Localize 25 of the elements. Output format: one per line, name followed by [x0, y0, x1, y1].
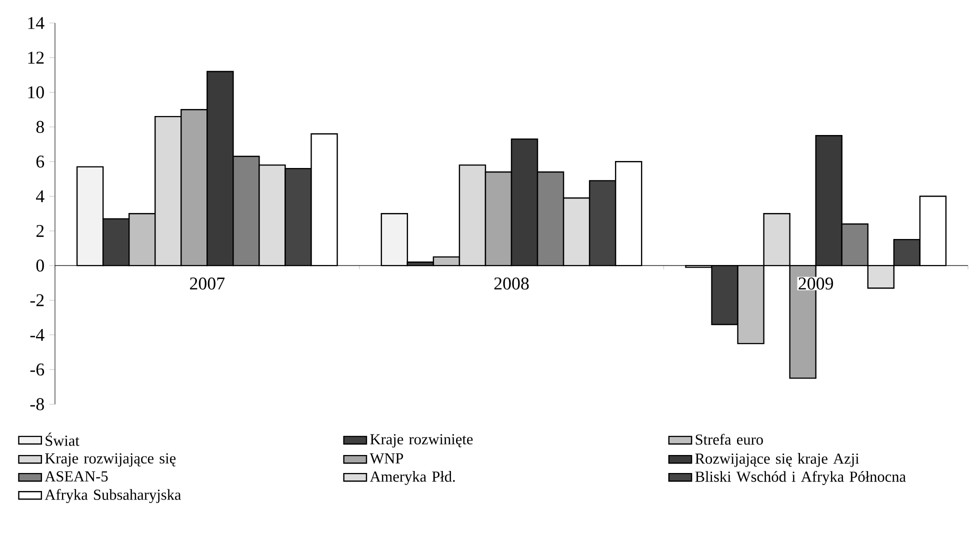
x-tick-label: 2009 — [798, 277, 834, 290]
y-tick-label: 6 — [36, 156, 44, 168]
legend-label: Kraje rozwinięte — [370, 434, 473, 448]
legend-label: ASEAN-5 — [44, 471, 108, 482]
y-tick-label: 2 — [36, 224, 44, 237]
legend-label: Afryka Subsaharyjska — [44, 488, 181, 503]
legend-label: Ameryka Płd. — [370, 470, 455, 485]
y-tick-label: -4 — [30, 328, 44, 341]
y-tick-label: 0 — [36, 259, 44, 272]
legend-label: Bliski Wschód i Afryka Północna — [695, 470, 906, 485]
y-tick-label: -6 — [30, 363, 44, 376]
x-tick-label: 2007 — [190, 277, 225, 290]
legend-label: Kraje rozwijające się — [45, 453, 176, 467]
legend-label: Rozwijające się kraje Azji — [695, 452, 860, 467]
y-tick-label: 14 — [28, 17, 44, 29]
y-tick-label: 8 — [36, 120, 44, 133]
legend-label: Strefa euro — [696, 434, 763, 445]
legend-label: WNP — [370, 453, 404, 464]
y-tick-label: 12 — [28, 52, 44, 64]
legend-label: Świat — [46, 432, 80, 446]
x-tick-label: 2008 — [494, 277, 529, 290]
y-tick-label: 10 — [28, 86, 44, 98]
y-tick-label: -8 — [30, 398, 44, 410]
y-tick-label: -2 — [30, 294, 44, 306]
y-tick-label: 4 — [36, 190, 44, 202]
